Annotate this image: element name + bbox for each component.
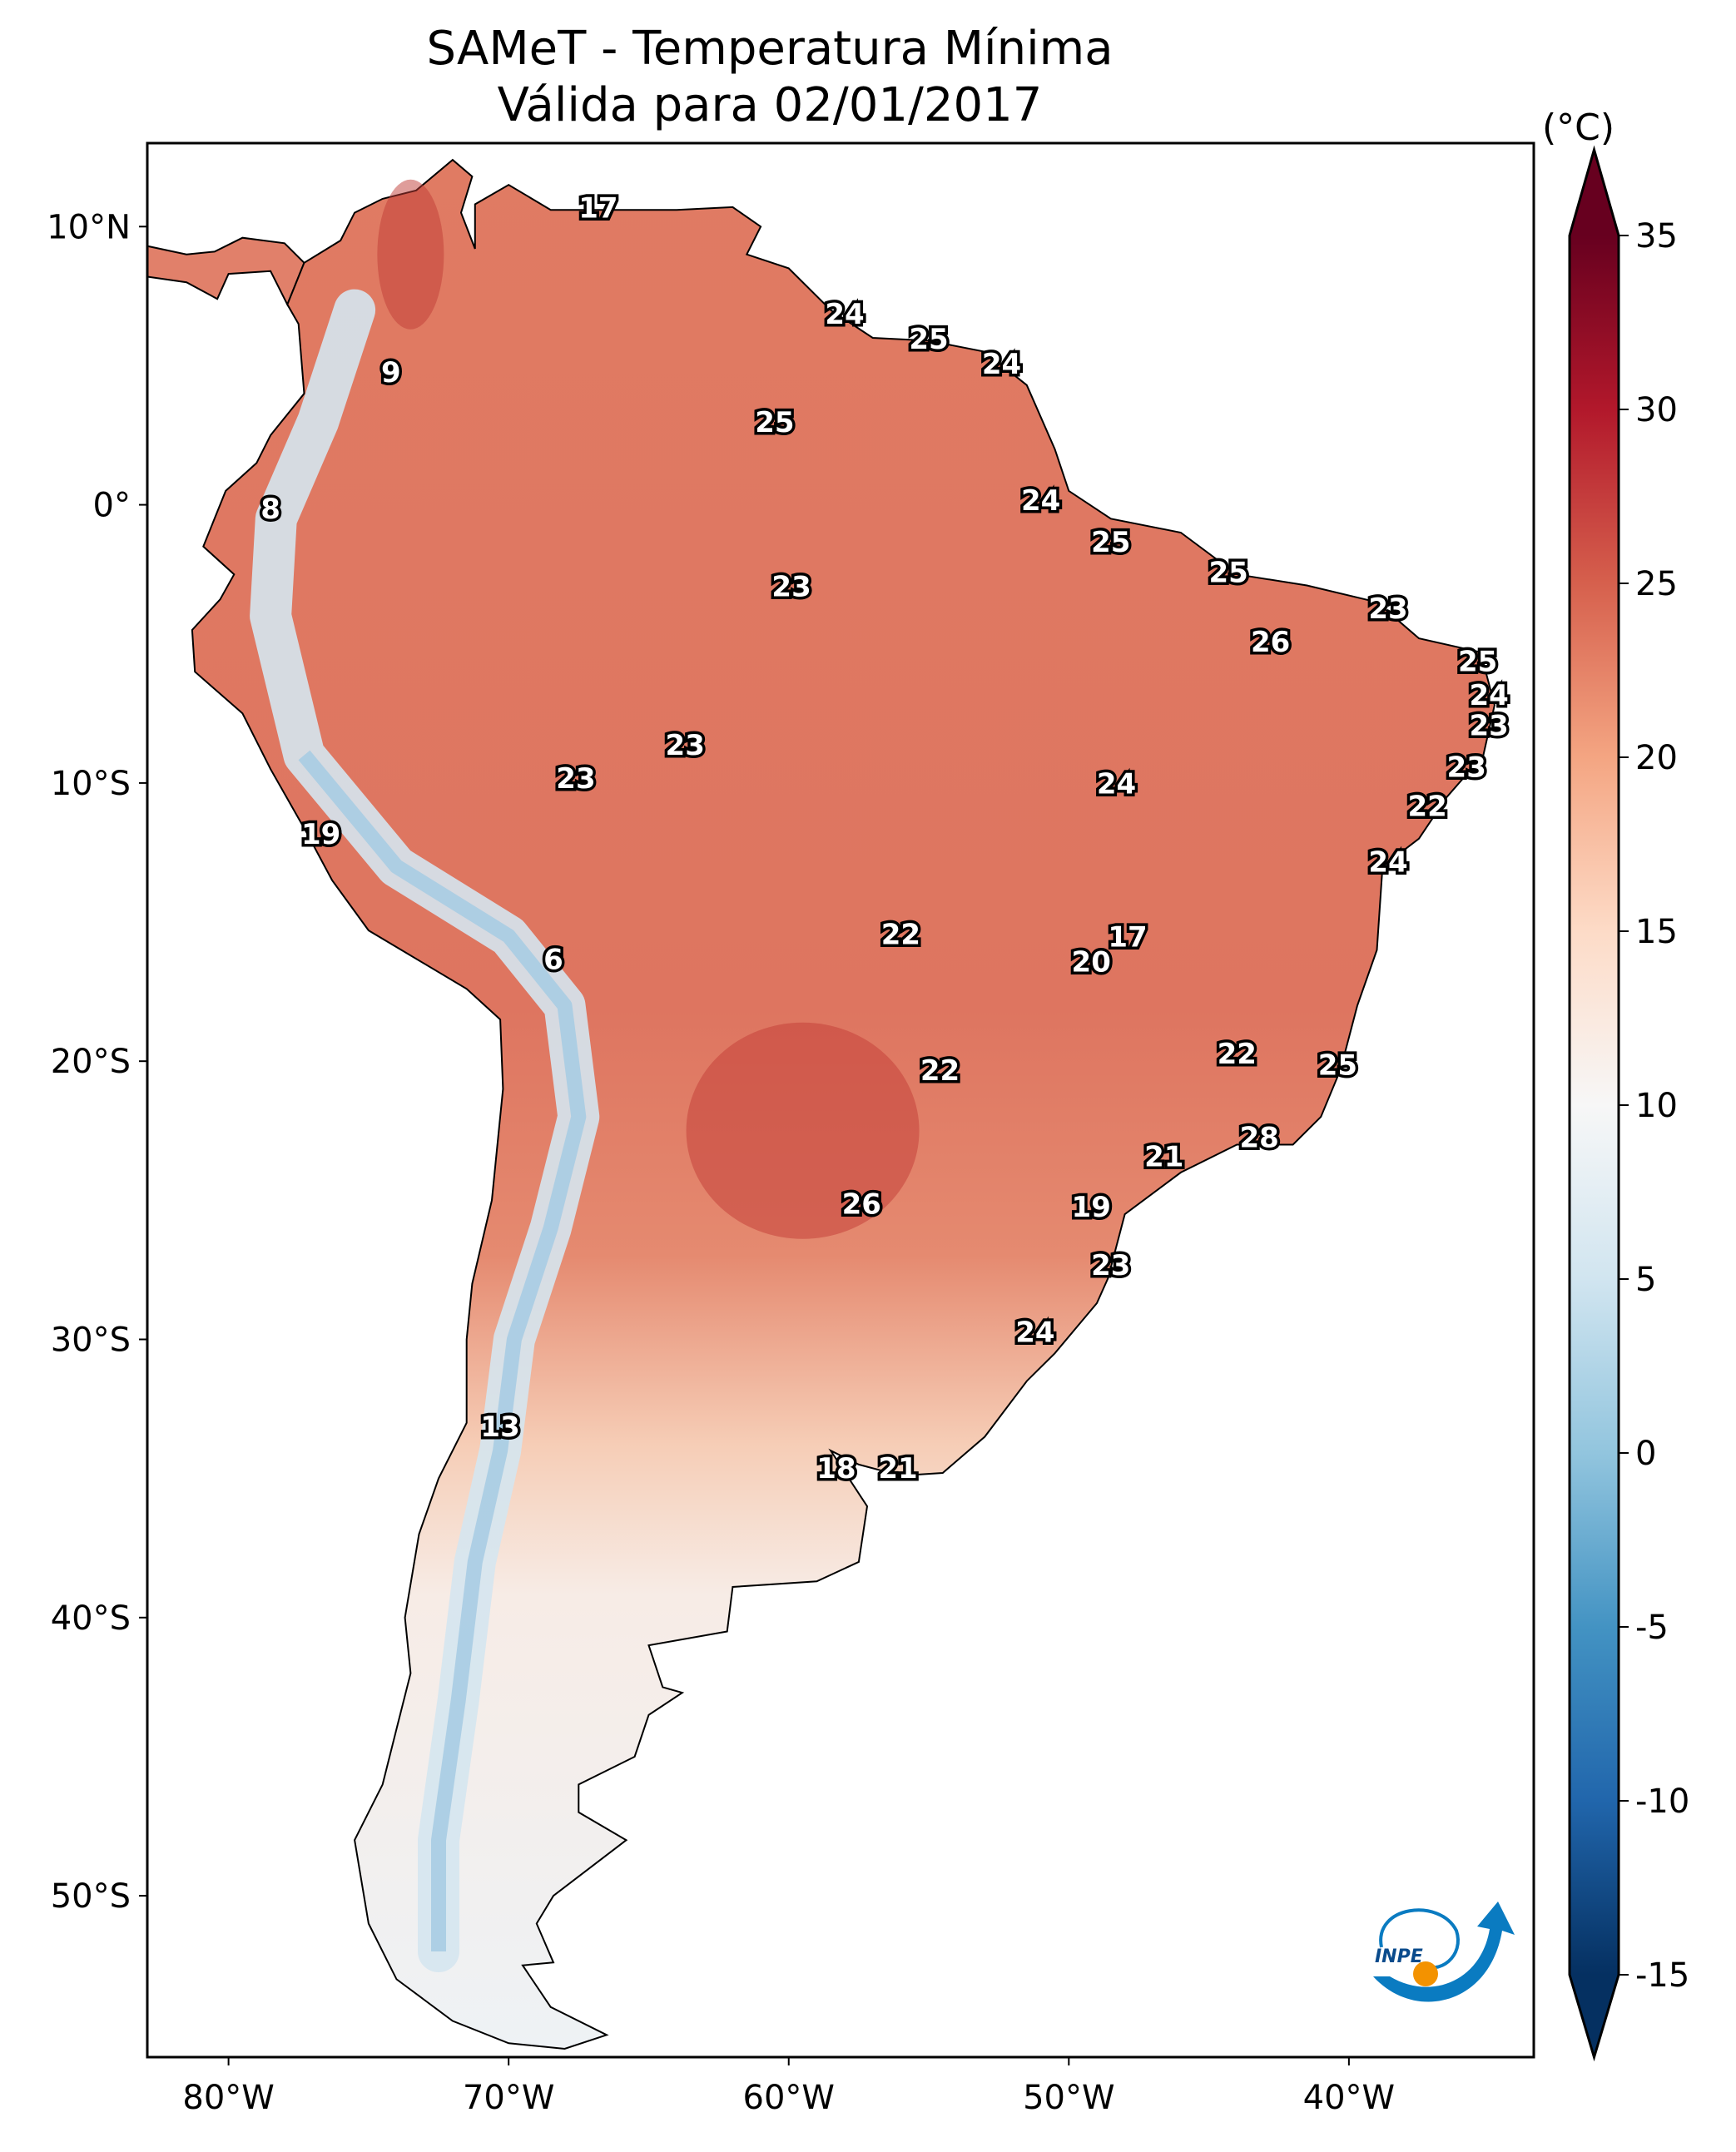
station-temperature-label: 24 <box>1368 845 1407 879</box>
colorbar-extend-max <box>1570 150 1619 236</box>
lon-tick-label: 70°W <box>463 2079 554 2117</box>
station-temperature-label: 23 <box>771 570 811 603</box>
station-temperature-label: 23 <box>1368 593 1407 626</box>
station-temperature-label: 24 <box>1015 1316 1054 1349</box>
station-temperature-label: 24 <box>1021 484 1060 518</box>
station-temperature-label: 25 <box>755 406 794 439</box>
map-frame <box>146 141 1535 2059</box>
lat-tick-label: 10°N <box>47 208 131 246</box>
lon-tick-label: 40°W <box>1303 2079 1395 2117</box>
logo-swirl-icon <box>1379 1908 1460 1970</box>
lat-tick-label: 50°S <box>51 1877 131 1916</box>
colorbar-tick-label: -5 <box>1635 1609 1669 1647</box>
station-temperature-label: 17 <box>578 192 618 226</box>
station-temperature-label: 23 <box>666 729 705 762</box>
lat-tick-label: 10°S <box>51 765 131 803</box>
colorbar-tick-label: 15 <box>1635 913 1678 951</box>
station-temperature-label: 23 <box>1447 751 1486 785</box>
station-temperature-label: 19 <box>1072 1191 1111 1224</box>
station-temperature-label: 26 <box>842 1188 881 1222</box>
station-temperature-label: 17 <box>1108 921 1147 955</box>
colorbar-tick-label: 0 <box>1635 1435 1656 1473</box>
colorbar-tick-label: -15 <box>1635 1956 1689 1995</box>
station-temperature-label: 22 <box>881 918 920 951</box>
colorbar-unit: (°C) <box>1542 107 1615 149</box>
lat-tick-label: 30°S <box>51 1321 131 1360</box>
map-title: SAMeT - Temperatura Mínima <box>426 22 1114 76</box>
land-layer <box>147 158 1495 2050</box>
station-temperature-label: 25 <box>1091 526 1130 559</box>
colorbar-gradient <box>1570 236 1619 1975</box>
logo-arrow-icon <box>1373 1902 1515 2002</box>
station-temperature-label: 6 <box>543 943 563 976</box>
lon-tick-label: 50°W <box>1023 2079 1114 2117</box>
station-temperature-label: 24 <box>1469 679 1508 712</box>
colorbar-tick-label: 30 <box>1635 391 1678 429</box>
colorbar-tick-label: 20 <box>1635 739 1678 777</box>
logo-text: INPE <box>1375 1946 1423 1967</box>
station-temperature-label: 22 <box>920 1054 960 1088</box>
station-temperature-label: 13 <box>480 1411 519 1444</box>
lat-tick-label: 0° <box>93 487 131 525</box>
latitude-ticks: 10°N 0° 10°S 20°S 30°S 40°S 50°S <box>47 208 147 1916</box>
station-temperature-label: 9 <box>381 356 401 389</box>
station-temperature-label: 8 <box>260 493 280 526</box>
colorbar-tick-label: -10 <box>1635 1783 1689 1821</box>
andes-core <box>298 750 587 1951</box>
station-temperature-label: 22 <box>1218 1038 1257 1071</box>
station-temperature-label: 28 <box>1240 1121 1279 1154</box>
lon-tick-label: 80°W <box>182 2079 274 2117</box>
station-temperature-label: 25 <box>1318 1049 1357 1082</box>
colorbar-tick-label: 35 <box>1635 217 1678 255</box>
station-temperature-label: 26 <box>1251 626 1290 659</box>
colorbar: 35 30 25 20 15 10 5 0 -5 -10 -15 <box>1568 145 1689 2062</box>
station-temperature-label: 22 <box>1407 790 1446 823</box>
logo-dot-icon <box>1413 1961 1438 1986</box>
chaco-hot-spot <box>686 1022 920 1239</box>
station-temperature-label: 23 <box>1091 1249 1130 1282</box>
colorbar-extend-min <box>1570 1975 1619 2057</box>
station-temperature-label: 24 <box>982 348 1021 381</box>
station-temperature-label: 25 <box>1208 557 1247 590</box>
lon-tick-label: 60°W <box>743 2079 835 2117</box>
station-temperature-label: 19 <box>301 818 340 851</box>
panama-landmass <box>147 236 305 307</box>
station-temperature-label: 23 <box>1469 710 1508 743</box>
station-temperature-label: 21 <box>878 1452 917 1485</box>
magdalena-hot-spot <box>377 179 444 330</box>
lat-tick-label: 20°S <box>51 1043 131 1081</box>
station-temperature-label: 25 <box>1458 646 1497 679</box>
colorbar-tick-label: 25 <box>1635 565 1678 603</box>
station-temperature-label: 20 <box>1072 946 1111 979</box>
station-temperature-label: 24 <box>1097 768 1136 801</box>
station-temperature-label: 21 <box>1144 1141 1183 1174</box>
lat-tick-label: 40°S <box>51 1599 131 1638</box>
station-temperature-label: 18 <box>816 1452 856 1485</box>
longitude-ticks: 80°W 70°W 60°W 50°W 40°W <box>182 2057 1395 2117</box>
station-temperature-label: 23 <box>556 762 595 796</box>
colorbar-tick-label: 10 <box>1635 1087 1678 1125</box>
map-subtitle: Válida para 02/01/2017 <box>497 78 1043 132</box>
station-temperature-label: 24 <box>825 298 864 331</box>
inpe-logo: INPE <box>1373 1902 1515 2002</box>
colorbar-tick-label: 5 <box>1635 1261 1656 1299</box>
station-temperature-label: 25 <box>909 323 948 356</box>
